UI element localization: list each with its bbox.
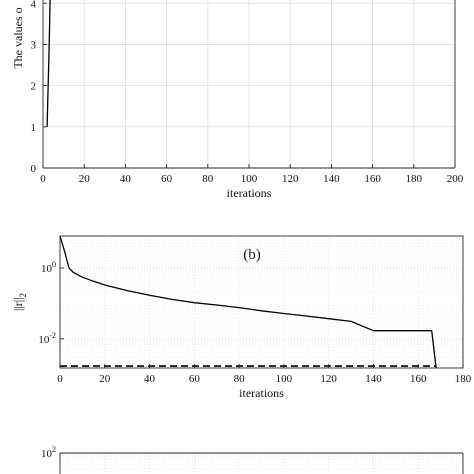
y-tick-label: 102	[41, 445, 56, 460]
axes-frame	[59, 235, 464, 369]
x-tick-label: 120	[320, 373, 337, 385]
x-tick-label: 20	[79, 173, 91, 185]
y-tick-label: 100	[41, 260, 56, 275]
y-tick-exponent: 2	[52, 445, 56, 454]
x-tick-label: 0	[40, 173, 46, 185]
y-tick-base: 10	[41, 448, 53, 460]
y-axis-label: ||r||2	[11, 293, 28, 311]
y-tick-exponent: 0	[52, 260, 56, 269]
y-tick-exponent: -2	[49, 331, 56, 340]
y-tick-base: 10	[38, 334, 50, 346]
x-tick-label: 200	[447, 173, 464, 185]
x-tick-label: 20	[99, 373, 111, 385]
x-tick-label: 160	[410, 373, 427, 385]
y-tick-label: 10-2	[38, 331, 56, 346]
x-tick-label: 140	[365, 373, 382, 385]
y-tick-label: 4	[31, 0, 37, 10]
y-tick-base: 10	[41, 263, 53, 275]
x-tick-label: 100	[241, 173, 258, 185]
x-tick-label: 60	[161, 173, 173, 185]
x-tick-label: 80	[202, 173, 214, 185]
x-tick-label: 40	[120, 173, 132, 185]
panel-b: 0 20 40 60 80 100 120 140 160 180iterations10010-…	[11, 235, 472, 400]
x-tick-label: 80	[234, 373, 246, 385]
y-axis-label-text: ||r||	[11, 297, 25, 311]
panel-a: 0 20 40 60 80 100 120 140 160 180 200 iterations 0 1 2…	[11, 0, 464, 200]
x-tick-label: 0	[57, 373, 63, 385]
x-tick-label: 140	[323, 173, 340, 185]
x-tick-label: 180	[406, 173, 423, 185]
y-tick-label: 2	[31, 81, 37, 93]
x-tick-label: 180	[455, 373, 472, 385]
panel-b-caption: (b)	[243, 247, 261, 263]
y-tick-label: 3	[31, 39, 37, 51]
x-tick-label: 120	[282, 173, 299, 185]
panel-c: 102	[41, 445, 464, 474]
x-tick-label: 100	[276, 373, 293, 385]
y-tick-label: 1	[31, 122, 37, 134]
x-tick-label: 40	[144, 373, 156, 385]
x-axis-label: iterations	[227, 186, 272, 200]
x-axis-label: iterations	[239, 386, 284, 400]
y-axis-label-subscript: 2	[18, 293, 28, 298]
y-tick-label: 0	[31, 163, 37, 175]
series-line-1	[59, 235, 437, 369]
series-line-1	[46, 0, 51, 127]
x-tick-label: 60	[189, 373, 201, 385]
x-tick-label: 160	[364, 173, 381, 185]
y-axis-label: The values o	[11, 7, 25, 68]
y-axis-label-text: The values o	[11, 7, 25, 68]
